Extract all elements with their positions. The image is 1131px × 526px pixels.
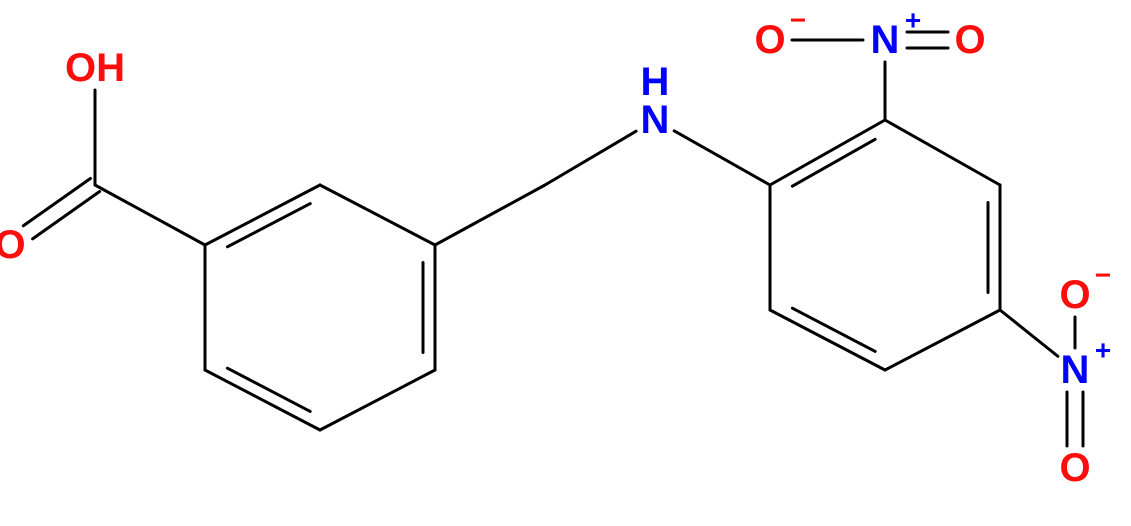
bond (885, 120, 1000, 185)
atom-label: OH (65, 46, 125, 90)
bond (320, 185, 435, 245)
atom-label: + (1095, 335, 1111, 366)
atom-label: − (1095, 260, 1111, 291)
atom-label: O (1059, 273, 1090, 317)
bond (205, 370, 320, 430)
bond (545, 131, 636, 185)
atom-label: O (0, 223, 26, 267)
bond (674, 131, 770, 185)
bond (885, 310, 1000, 370)
bond (770, 310, 885, 370)
atom-label: + (905, 5, 921, 36)
bond (792, 139, 875, 186)
bond (33, 192, 100, 239)
atom-label: O (954, 18, 985, 62)
atom-label: O (1059, 446, 1090, 490)
bond (205, 185, 320, 245)
atom-label: N (1061, 348, 1090, 392)
atom-label: H (641, 60, 670, 104)
bond (320, 370, 435, 430)
bond (95, 185, 205, 245)
bond (1000, 310, 1058, 356)
atom-label: N (871, 18, 900, 62)
atom-label: O (754, 18, 785, 62)
chemical-structure-svg: OOHNHN+O−ON+O−O (0, 0, 1131, 526)
atom-label: − (790, 5, 806, 36)
bond (23, 178, 90, 225)
bond (770, 120, 885, 185)
bond (435, 185, 545, 245)
atom-label: N (641, 98, 670, 142)
